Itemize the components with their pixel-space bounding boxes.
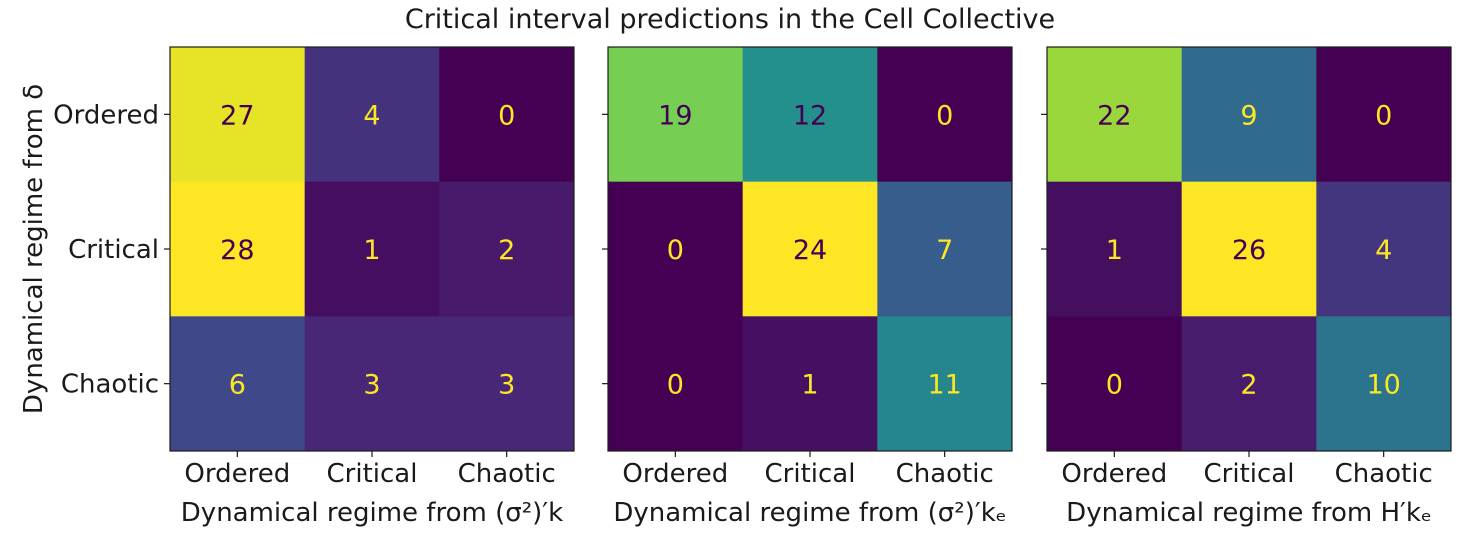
heatmap-cell-p1-r3-c1 bbox=[170, 316, 306, 452]
x-tick-label-p3-2: Critical bbox=[1204, 459, 1295, 489]
heatmap-cell-p1-r1-c3 bbox=[439, 47, 575, 183]
x-tick-label-p3-3: Chaotic bbox=[1335, 459, 1433, 489]
x-tick-label-p2-3: Chaotic bbox=[896, 459, 994, 489]
heatmap-cell-p1-r1-c1 bbox=[170, 47, 306, 183]
x-tick-label-p2-2: Critical bbox=[765, 459, 856, 489]
cell-value-p3-r1-c2: 9 bbox=[1240, 100, 1257, 131]
cell-value-p1-r1-c2: 4 bbox=[363, 100, 380, 131]
heatmap-cell-p3-r3-c2 bbox=[1181, 316, 1317, 452]
x-axis-label-p3: Dynamical regime from H′kₑ bbox=[1066, 498, 1432, 528]
heatmap-cell-p1-r3-c2 bbox=[304, 316, 440, 452]
cell-value-p3-r2-c1: 1 bbox=[1106, 235, 1123, 266]
cell-value-p1-r1-c1: 27 bbox=[220, 100, 254, 131]
cell-value-p2-r1-c2: 12 bbox=[793, 100, 827, 131]
cell-value-p1-r2-c3: 2 bbox=[498, 235, 515, 266]
x-tick-label-p3-1: Ordered bbox=[1061, 459, 1167, 489]
y-tick-label-2: Critical bbox=[68, 235, 159, 265]
x-axis-label-p2: Dynamical regime from (σ²)′kₑ bbox=[613, 498, 1006, 528]
heatmap-cell-p2-r3-c3 bbox=[877, 316, 1013, 452]
heatmap-cell-p3-r2-c3 bbox=[1316, 181, 1452, 317]
x-tick-label-p2-1: Ordered bbox=[622, 459, 728, 489]
y-tick-label-1: Ordered bbox=[53, 100, 159, 130]
heatmap-cell-p2-r1-c1 bbox=[608, 47, 744, 183]
cell-value-p1-r3-c1: 6 bbox=[229, 370, 246, 401]
heatmap-cell-p2-r2-c2 bbox=[742, 181, 878, 317]
heatmap-cell-p3-r1-c1 bbox=[1047, 47, 1183, 183]
cell-value-p3-r3-c3: 10 bbox=[1366, 370, 1400, 401]
y-tick-label-3: Chaotic bbox=[61, 370, 159, 400]
heatmap-cell-p3-r3-c3 bbox=[1316, 316, 1452, 452]
x-axis-label-p1: Dynamical regime from (σ²)′k bbox=[181, 498, 563, 528]
heatmap-cell-p2-r1-c2 bbox=[742, 47, 878, 183]
heatmap-cell-p1-r1-c2 bbox=[304, 47, 440, 183]
heatmap-cell-p3-r1-c2 bbox=[1181, 47, 1317, 183]
heatmap-cell-p2-r3-c1 bbox=[608, 316, 744, 452]
cell-value-p2-r2-c2: 24 bbox=[793, 235, 827, 266]
heatmap-cell-p2-r1-c3 bbox=[877, 47, 1013, 183]
cell-value-p1-r2-c1: 28 bbox=[220, 235, 254, 266]
cell-value-p1-r3-c3: 3 bbox=[498, 370, 515, 401]
heatmap-cell-p3-r2-c1 bbox=[1047, 181, 1183, 317]
heatmap-cell-p1-r2-c2 bbox=[304, 181, 440, 317]
cell-value-p2-r3-c2: 1 bbox=[801, 370, 818, 401]
heatmap-cell-p1-r2-c1 bbox=[170, 181, 306, 317]
x-tick-label-p1-1: Ordered bbox=[184, 459, 290, 489]
cell-value-p3-r2-c3: 4 bbox=[1375, 235, 1392, 266]
cell-value-p2-r3-c3: 11 bbox=[927, 370, 961, 401]
heatmap-cell-p1-r3-c3 bbox=[439, 316, 575, 452]
x-tick-label-p1-2: Critical bbox=[327, 459, 418, 489]
cell-value-p3-r2-c2: 26 bbox=[1232, 235, 1266, 266]
cell-value-p3-r1-c3: 0 bbox=[1375, 100, 1392, 131]
cell-value-p3-r3-c2: 2 bbox=[1240, 370, 1257, 401]
cell-value-p3-r1-c1: 22 bbox=[1097, 100, 1131, 131]
cell-value-p1-r2-c2: 1 bbox=[363, 235, 380, 266]
x-tick-label-p1-3: Chaotic bbox=[458, 459, 556, 489]
heatmap-cell-p1-r2-c3 bbox=[439, 181, 575, 317]
cell-value-p2-r2-c3: 7 bbox=[936, 235, 953, 266]
cell-value-p2-r1-c1: 19 bbox=[658, 100, 692, 131]
cell-value-p2-r2-c1: 0 bbox=[667, 235, 684, 266]
heatmap-cell-p2-r2-c3 bbox=[877, 181, 1013, 317]
cell-value-p2-r3-c1: 0 bbox=[667, 370, 684, 401]
heatmap-cell-p3-r2-c2 bbox=[1181, 181, 1317, 317]
cell-value-p1-r1-c3: 0 bbox=[498, 100, 515, 131]
chart-title: Critical interval predictions in the Cel… bbox=[404, 4, 1056, 35]
cell-value-p2-r1-c3: 0 bbox=[936, 100, 953, 131]
heatmap-cell-p3-r3-c1 bbox=[1047, 316, 1183, 452]
y-axis-label: Dynamical regime from δ bbox=[19, 84, 49, 414]
heatmap-cell-p3-r1-c3 bbox=[1316, 47, 1452, 183]
cell-value-p3-r3-c1: 0 bbox=[1106, 370, 1123, 401]
cell-value-p1-r3-c2: 3 bbox=[363, 370, 380, 401]
heatmap-cell-p2-r3-c2 bbox=[742, 316, 878, 452]
heatmap-cell-p2-r2-c1 bbox=[608, 181, 744, 317]
